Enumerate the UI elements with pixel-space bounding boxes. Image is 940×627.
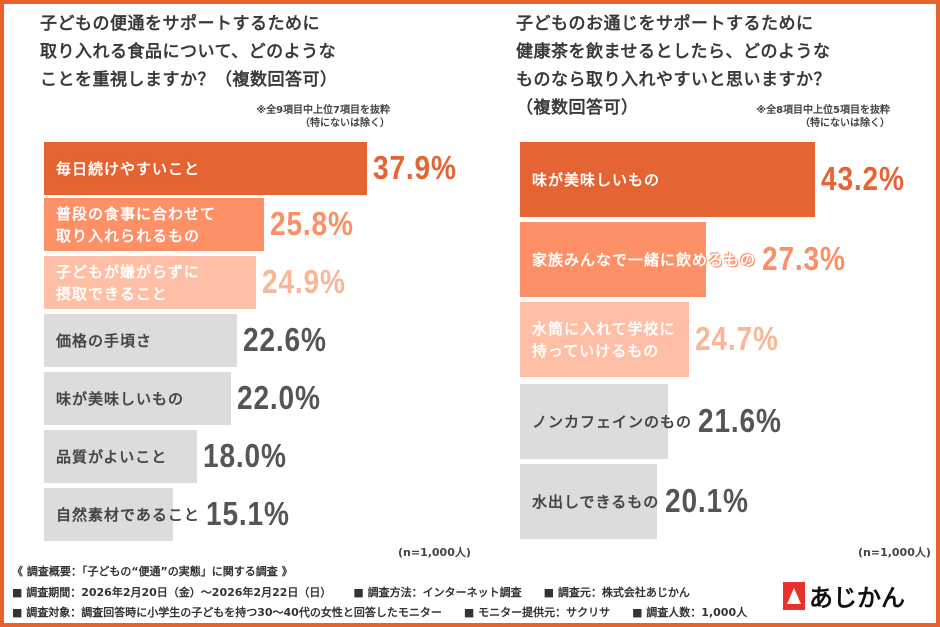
bar-label: ノンカフェインのもの [532,412,693,431]
ajikan-logo: あじかん [783,578,905,613]
bar-label: 家族みんなで一緒に飲めるもの [532,250,757,269]
logo-mark-icon [783,581,805,610]
bar-label: 価格の手頃さ [56,331,153,350]
value-label: 18.0% [203,436,288,474]
survey-source: ■ 調査元：株式会社あじかん [543,586,690,599]
value-label: 43.2% [821,159,905,197]
survey-count: ■ 調査人数：1,000人 [632,606,748,619]
bar [520,302,689,377]
value-label: 37.9% [372,148,457,186]
bar-label: 子どもが嫌がらずに 摂取できること [56,262,200,303]
logo-text: あじかん [809,584,905,612]
bar-label: 普段の食事に合わせて 取り入れられるもの [56,204,217,245]
value-label: 27.3% [762,239,846,277]
left-sample-size: (n=1,000人) [398,546,471,559]
bar-label: 毎日続けやすいこと [56,159,201,178]
survey-period: ■ 調査期間：2026年2月20日（金）～2026年2月22日（日） [12,586,332,599]
bar-label: 水筒に入れて学校に 持っていけるもの [532,319,676,360]
value-label: 24.7% [694,319,779,357]
value-label: 24.9% [262,262,346,300]
bar [44,488,173,541]
monitor-provider: ■ モニター提供元：サクリサ [463,606,611,619]
survey-details-line1: ■ 調査期間：2026年2月20日（金）～2026年2月22日（日） ■ 調査方法… [12,584,712,600]
bar-label: 味が美味しいもの [532,170,661,189]
bar [44,198,264,251]
bar [44,430,198,483]
bar [520,384,668,459]
value-label: 21.6% [698,401,782,439]
value-label: 22.6% [242,320,327,358]
bar-label: 品質がよいこと [56,447,168,466]
bar [520,142,816,217]
bar [44,372,232,425]
bar-label: 自然素材であること [56,505,200,524]
bar-label: 味が美味しいもの [56,389,185,408]
survey-target: ■ 調査対象：調査回答時に小学生の子どもを持つ30～40代の女性と回答したモニタ… [12,606,442,619]
bar [44,314,237,367]
survey-summary-title: 《 調査概要：「子どもの“便通”の実態」に関する調査 》 [12,565,293,578]
value-label: 20.1% [665,481,749,519]
value-label: 25.8% [269,204,354,242]
value-label: 15.1% [206,494,290,532]
survey-method: ■ 調査方法：インターネット調査 [353,586,522,599]
right-note: ※全8項目中上位5項目を抜粋 （特にないは除く） [756,105,890,129]
right-question-title: 子どものお通じをサポートするために 健康茶を飲ませるとしたら、どのような ものな… [516,14,831,118]
survey-details-line2: ■ 調査対象：調査回答時に小学生の子どもを持つ30～40代の女性と回答したモニタ… [12,604,769,620]
left-question-title: 子どもの便通をサポートするために 取り入れる食品について、どのような ことを重視… [40,14,338,90]
right-sample-size: (n=1,000人) [858,546,931,559]
bar [44,256,257,309]
bar-label: 水出しできるもの [532,492,660,511]
left-note: ※全9項目中上位7項目を抜粋 （特にないは除く） [256,105,390,129]
value-label: 22.0% [237,378,322,416]
bar [520,222,707,297]
bar [520,464,658,539]
bar [44,142,367,195]
